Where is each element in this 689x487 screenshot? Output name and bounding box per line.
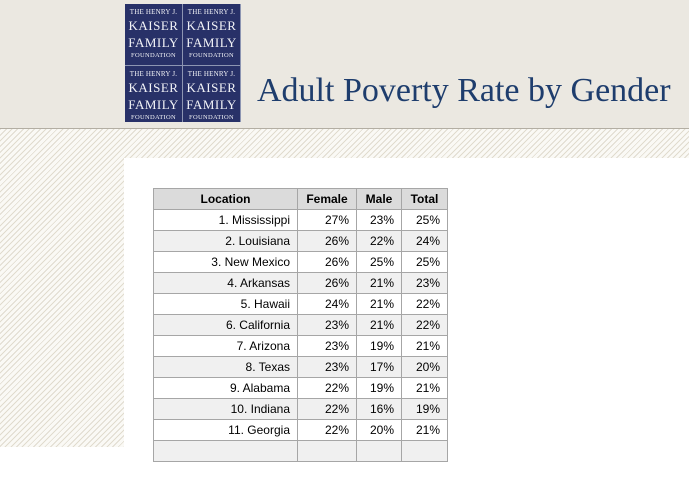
cell-total: 22% [401, 314, 448, 336]
cell-location: 1. Mississippi [153, 209, 298, 231]
column-header-location: Location [153, 188, 298, 210]
table-row: 3. New Mexico 26% 25% 25% [153, 251, 448, 273]
cell-location: 11. Georgia [153, 419, 298, 441]
cell-total: 25% [401, 209, 448, 231]
cell-male: 22% [356, 230, 402, 252]
cell-total: 23% [401, 272, 448, 294]
cell-location: 5. Hawaii [153, 293, 298, 315]
table-row: 9. Alabama 22% 19% 21% [153, 377, 448, 399]
cell-male: 25% [356, 251, 402, 273]
kff-logo-text-line: KAISER [128, 80, 179, 95]
cell-location: 9. Alabama [153, 377, 298, 399]
cell-male: 21% [356, 293, 402, 315]
cell-female: 26% [297, 272, 357, 294]
cell-location: 8. Texas [153, 356, 298, 378]
cell-location: 10. Indiana [153, 398, 298, 420]
kff-logo-text-line: FAMILY [186, 97, 237, 112]
cell-male: 21% [356, 314, 402, 336]
cell-male [356, 440, 402, 462]
kff-logo-text-line: KAISER [128, 18, 179, 33]
table-row: 6. California 23% 21% 22% [153, 314, 448, 336]
cell-female: 23% [297, 356, 357, 378]
cell-total: 21% [401, 335, 448, 357]
kff-logo-text-line: FOUNDATION [131, 52, 176, 59]
table-row: 5. Hawaii 24% 21% 22% [153, 293, 448, 315]
cell-male: 20% [356, 419, 402, 441]
cell-total [401, 440, 448, 462]
kff-logo-tile: THE HENRY J. KAISER FAMILY FOUNDATION [125, 66, 183, 122]
column-header-female: Female [297, 188, 357, 210]
table-row: 10. Indiana 22% 16% 19% [153, 398, 448, 420]
table-header-row: Location Female Male Total [153, 188, 448, 210]
cell-total: 20% [401, 356, 448, 378]
kff-logo[interactable]: THE HENRY J. KAISER FAMILY FOUNDATION THE HE… [125, 4, 241, 122]
table-row: 2. Louisiana 26% 22% 24% [153, 230, 448, 252]
kff-logo-text-line: KAISER [186, 80, 237, 95]
content-panel: Location Female Male Total 1. Mississipp… [124, 158, 689, 487]
column-header-total: Total [401, 188, 448, 210]
poverty-rate-table: Location Female Male Total 1. Mississipp… [153, 188, 448, 462]
kff-logo-text-line: FOUNDATION [189, 114, 234, 121]
cell-total: 21% [401, 377, 448, 399]
table-row: 1. Mississippi 27% 23% 25% [153, 209, 448, 231]
cell-female: 22% [297, 398, 357, 420]
cell-female: 24% [297, 293, 357, 315]
kff-logo-text-line: FOUNDATION [131, 114, 176, 121]
cell-total: 22% [401, 293, 448, 315]
cell-female: 23% [297, 314, 357, 336]
cell-female: 26% [297, 230, 357, 252]
cell-female: 27% [297, 209, 357, 231]
cell-male: 19% [356, 335, 402, 357]
cell-male: 23% [356, 209, 402, 231]
table-row [153, 440, 448, 462]
cell-location: 6. California [153, 314, 298, 336]
cell-location: 4. Arkansas [153, 272, 298, 294]
kff-logo-text-line: FAMILY [128, 35, 179, 50]
cell-location: 2. Louisiana [153, 230, 298, 252]
cell-female [297, 440, 357, 462]
table-row: 8. Texas 23% 17% 20% [153, 356, 448, 378]
kff-logo-text-line: THE HENRY J. [187, 70, 236, 78]
cell-female: 22% [297, 377, 357, 399]
cell-total: 19% [401, 398, 448, 420]
cell-location: 3. New Mexico [153, 251, 298, 273]
table-row: 7. Arizona 23% 19% 21% [153, 335, 448, 357]
kff-logo-text-line: FAMILY [186, 35, 237, 50]
kff-logo-text-line: FOUNDATION [189, 52, 234, 59]
kff-logo-text-line: FAMILY [128, 97, 179, 112]
kff-logo-text-line: KAISER [186, 18, 237, 33]
cell-total: 25% [401, 251, 448, 273]
cell-total: 24% [401, 230, 448, 252]
kff-logo-text-line: THE HENRY J. [187, 8, 236, 16]
kff-logo-text-line: THE HENRY J. [129, 70, 178, 78]
kff-logo-tile: THE HENRY J. KAISER FAMILY FOUNDATION [183, 66, 241, 122]
cell-location [153, 440, 298, 462]
table-row: 11. Georgia 22% 20% 21% [153, 419, 448, 441]
cell-male: 21% [356, 272, 402, 294]
cell-female: 22% [297, 419, 357, 441]
page: THE HENRY J. KAISER FAMILY FOUNDATION THE HE… [0, 0, 689, 462]
kff-logo-tile: THE HENRY J. KAISER FAMILY FOUNDATION [183, 4, 241, 66]
cell-female: 26% [297, 251, 357, 273]
cell-male: 19% [356, 377, 402, 399]
page-title: Adult Poverty Rate by Gender [257, 72, 671, 109]
cell-male: 16% [356, 398, 402, 420]
cell-total: 21% [401, 419, 448, 441]
cell-female: 23% [297, 335, 357, 357]
kff-logo-tile: THE HENRY J. KAISER FAMILY FOUNDATION [125, 4, 183, 66]
cell-male: 17% [356, 356, 402, 378]
masthead: THE HENRY J. KAISER FAMILY FOUNDATION THE HE… [0, 0, 689, 129]
cell-location: 7. Arizona [153, 335, 298, 357]
table-row: 4. Arkansas 26% 21% 23% [153, 272, 448, 294]
column-header-male: Male [356, 188, 402, 210]
kff-logo-text-line: THE HENRY J. [129, 8, 178, 16]
